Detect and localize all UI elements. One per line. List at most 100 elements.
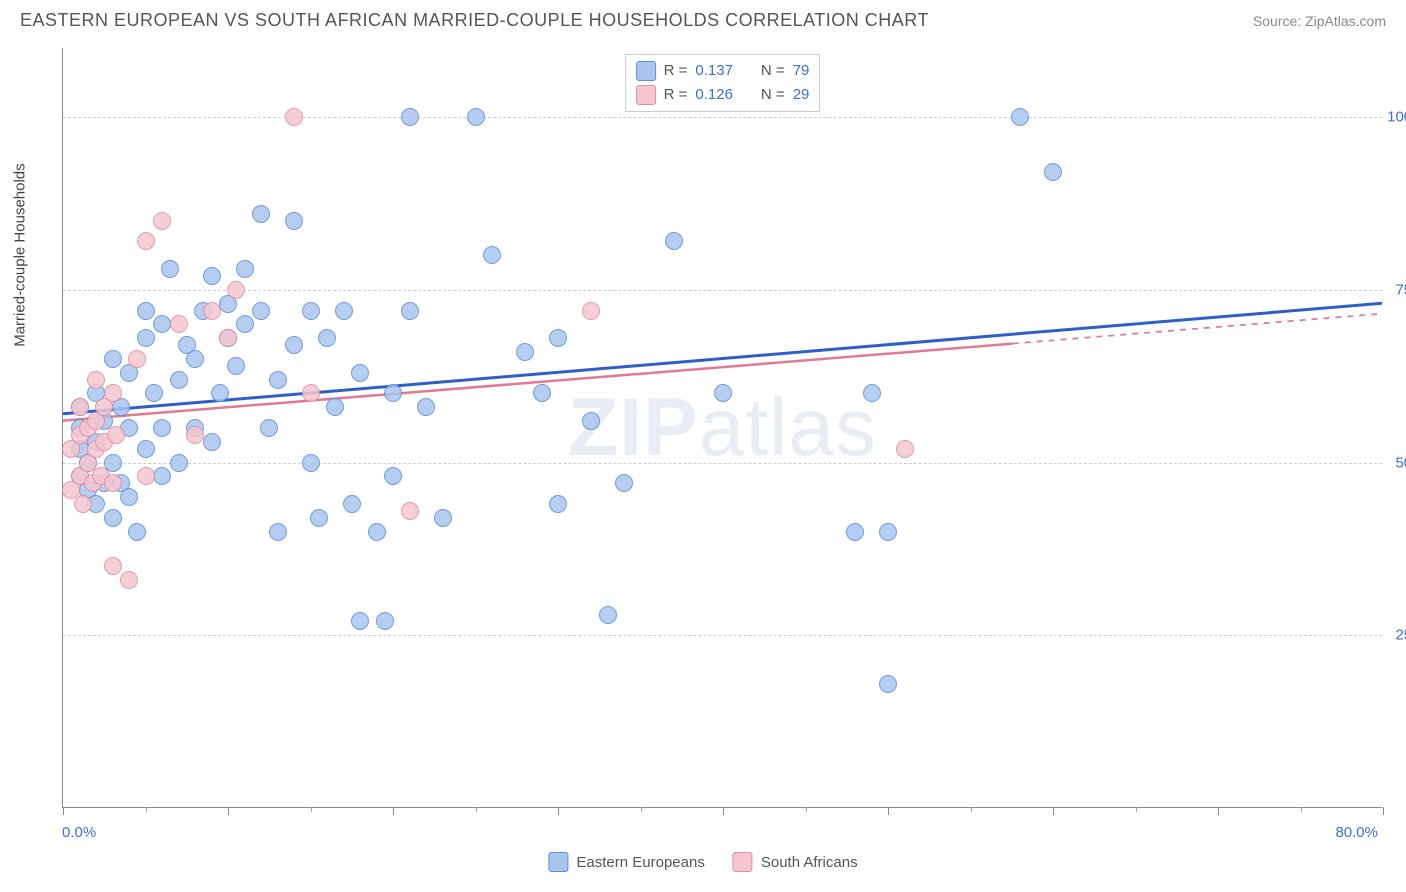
scatter-point	[71, 419, 89, 437]
scatter-point	[326, 398, 344, 416]
trendlines-layer	[63, 48, 1382, 807]
scatter-point	[384, 384, 402, 402]
scatter-point	[153, 467, 171, 485]
x-tick-minor	[641, 807, 642, 812]
scatter-point	[120, 364, 138, 382]
scatter-point	[71, 467, 89, 485]
scatter-point	[665, 232, 683, 250]
scatter-point	[260, 419, 278, 437]
scatter-point	[137, 467, 155, 485]
chart-plot-area: ZIPatlas 25.0%50.0%75.0%100.0% R =0.137N…	[62, 48, 1382, 808]
scatter-point	[236, 260, 254, 278]
gridline	[63, 463, 1382, 464]
scatter-point	[71, 398, 89, 416]
legend-swatch	[733, 852, 753, 872]
scatter-point	[376, 612, 394, 630]
legend-swatch	[548, 852, 568, 872]
scatter-point	[533, 384, 551, 402]
stat-n-label: N =	[761, 83, 785, 107]
scatter-point	[71, 440, 89, 458]
scatter-point	[846, 523, 864, 541]
gridline	[63, 117, 1382, 118]
scatter-point	[112, 474, 130, 492]
scatter-point	[120, 419, 138, 437]
scatter-point	[879, 523, 897, 541]
y-tick-label: 75.0%	[1393, 280, 1406, 299]
stat-n-value: 79	[793, 59, 810, 83]
scatter-point	[227, 357, 245, 375]
chart-title: EASTERN EUROPEAN VS SOUTH AFRICAN MARRIE…	[20, 10, 929, 31]
scatter-point	[582, 302, 600, 320]
scatter-point	[95, 433, 113, 451]
source-attribution: Source: ZipAtlas.com	[1253, 13, 1386, 29]
scatter-point	[104, 384, 122, 402]
stat-n-label: N =	[761, 59, 785, 83]
scatter-point	[120, 571, 138, 589]
source-prefix: Source:	[1253, 13, 1305, 29]
legend-swatch	[636, 61, 656, 81]
scatter-point	[112, 398, 130, 416]
scatter-point	[615, 474, 633, 492]
x-axis-min-label: 0.0%	[62, 824, 96, 841]
scatter-point	[219, 329, 237, 347]
scatter-point	[351, 364, 369, 382]
x-tick-major	[1218, 807, 1219, 815]
scatter-point	[92, 467, 110, 485]
scatter-point	[87, 495, 105, 513]
scatter-point	[104, 557, 122, 575]
watermark: ZIPatlas	[568, 381, 877, 475]
scatter-point	[302, 384, 320, 402]
scatter-point	[137, 302, 155, 320]
scatter-point	[549, 495, 567, 513]
trend-line	[63, 344, 1013, 421]
scatter-point	[310, 509, 328, 527]
scatter-point	[252, 205, 270, 223]
scatter-point	[252, 302, 270, 320]
scatter-point	[87, 440, 105, 458]
x-tick-major	[888, 807, 889, 815]
scatter-point	[219, 329, 237, 347]
x-tick-minor	[971, 807, 972, 812]
trend-line-extrapolated	[1013, 314, 1382, 344]
scatter-point	[71, 398, 89, 416]
scatter-point	[95, 412, 113, 430]
x-tick-minor	[311, 807, 312, 812]
scatter-point	[186, 350, 204, 368]
scatter-point	[203, 267, 221, 285]
scatter-point	[153, 419, 171, 437]
x-tick-major	[723, 807, 724, 815]
x-tick-minor	[1136, 807, 1137, 812]
watermark-rest: atlas	[699, 382, 877, 473]
scatter-point	[335, 302, 353, 320]
scatter-point	[203, 302, 221, 320]
scatter-point	[104, 350, 122, 368]
series-legend: Eastern EuropeansSouth Africans	[548, 852, 857, 872]
source-name: ZipAtlas.com	[1305, 13, 1386, 29]
x-tick-major	[393, 807, 394, 815]
y-tick-label: 25.0%	[1393, 626, 1406, 645]
scatter-point	[161, 260, 179, 278]
scatter-point	[343, 495, 361, 513]
scatter-point	[128, 350, 146, 368]
scatter-point	[178, 336, 196, 354]
scatter-point	[137, 232, 155, 250]
scatter-point	[87, 433, 105, 451]
scatter-point	[95, 398, 113, 416]
x-tick-minor	[1301, 807, 1302, 812]
x-tick-minor	[476, 807, 477, 812]
scatter-point	[285, 336, 303, 354]
scatter-point	[368, 523, 386, 541]
scatter-point	[401, 502, 419, 520]
chart-header: EASTERN EUROPEAN VS SOUTH AFRICAN MARRIE…	[0, 0, 1406, 39]
legend-stats-row: R =0.137N =79	[636, 59, 810, 83]
scatter-point	[302, 302, 320, 320]
scatter-point	[79, 481, 97, 499]
scatter-point	[219, 295, 237, 313]
legend-item: Eastern Europeans	[548, 852, 704, 872]
scatter-point	[194, 302, 212, 320]
trend-line	[63, 303, 1382, 413]
scatter-point	[120, 488, 138, 506]
legend-swatch	[636, 85, 656, 105]
stat-r-label: R =	[664, 83, 688, 107]
scatter-point	[1044, 163, 1062, 181]
